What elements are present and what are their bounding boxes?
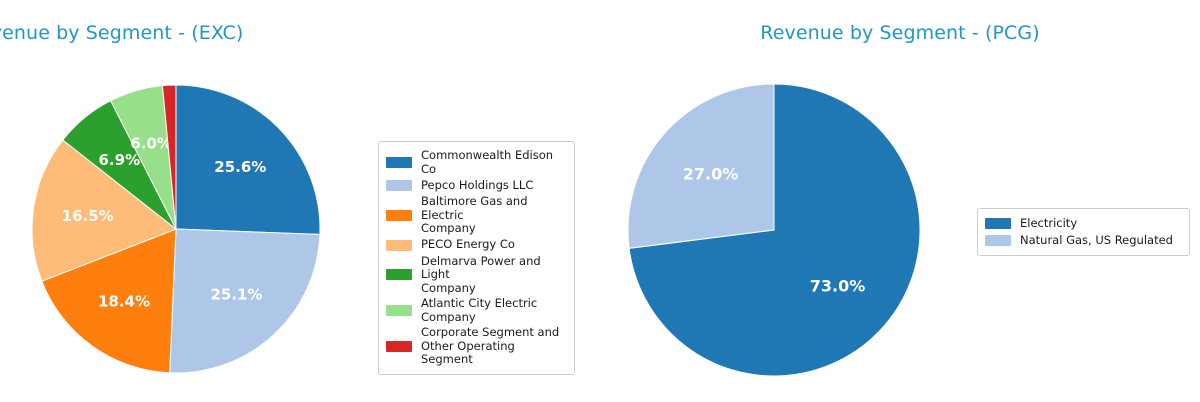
pie-slice: [175, 84, 321, 235]
legend-item-label: Corporate Segment and Other Operating Se…: [421, 325, 560, 366]
pie-slice-percent-label: 6.0%: [130, 134, 172, 152]
legend-item[interactable]: Commonwealth Edison Co: [386, 148, 566, 177]
pie-chart-exc: 25.6% 25.1% 18.4% 16.5% 6.9% 6.0%: [31, 84, 321, 374]
legend-item-label: Atlantic City Electric Company: [421, 296, 538, 324]
chart-panel-pcg: Revenue by Segment - (PCG) 73.0% 27.0% El…: [600, 0, 1200, 402]
pie-svg-exc: 25.6% 25.1% 18.4% 16.5% 6.9%6.0%: [31, 84, 321, 374]
chart-title-exc: Revenue by Segment - (EXC): [0, 22, 244, 44]
legend-item-label: Baltimore Gas and Electric Company: [421, 194, 528, 235]
pie-slice: [161, 84, 177, 230]
legend-item-label: Natural Gas, US Regulated: [1020, 232, 1173, 247]
legend-item[interactable]: Pepco Holdings LLC: [386, 177, 566, 194]
pie-slice-percent-label: 25.1%: [210, 286, 262, 304]
pie-slice-percent-label: 27.0%: [683, 165, 739, 184]
pie-slice: [31, 139, 177, 282]
legend-swatch-icon: [386, 269, 412, 281]
legend-item-label: PECO Energy Co: [421, 237, 515, 252]
legend-item-label: Commonwealth Edison Co: [421, 148, 554, 176]
pie-slice-percent-label: 18.4%: [98, 293, 150, 311]
legend-swatch-icon: [985, 218, 1011, 229]
pie-slice-percent-label: 16.5%: [62, 207, 114, 225]
legend-swatch-icon: [386, 340, 412, 352]
pie-slice: [627, 83, 775, 249]
pie-slice-percent-label: 73.0%: [810, 277, 866, 296]
pie-slice-percent-label: 25.6%: [214, 158, 266, 176]
legend-item-label: Delmarva Power and Light Company: [421, 253, 541, 295]
legend-item[interactable]: Natural Gas, US Regulated: [985, 232, 1181, 249]
legend-swatch-icon: [386, 209, 412, 221]
legend-pcg: Electricity Natural Gas, US Regulated: [977, 208, 1190, 256]
legend-swatch-icon: [386, 239, 412, 251]
legend-swatch-icon: [386, 157, 412, 168]
legend-swatch-icon: [386, 305, 412, 316]
legend-swatch-icon: [386, 180, 412, 191]
legend-item-label: Electricity: [1020, 215, 1078, 230]
legend-item-label: Pepco Holdings LLC: [421, 177, 534, 192]
pie-slice: [41, 228, 177, 374]
legend-item[interactable]: Electricity: [985, 215, 1181, 232]
legend-item[interactable]: Atlantic City Electric Company: [386, 296, 566, 325]
chart-panel-exc: Revenue by Segment - (EXC) 25.6% 25.1% 18.…: [0, 22, 575, 375]
legend-item[interactable]: Corporate Segment and Other Operating Se…: [386, 325, 566, 368]
legend-item[interactable]: Baltimore Gas and Electric Company: [386, 194, 566, 237]
legend-exc: Commonwealth Edison Co Pepco Holdings LLC…: [378, 141, 575, 375]
legend-swatch-icon: [985, 235, 1011, 246]
pie-slice-percent-label: 6.9%: [99, 151, 141, 169]
legend-item[interactable]: Delmarva Power and Light Company: [386, 254, 566, 297]
pie-slice: [628, 83, 921, 377]
pie-chart-pcg: 73.0% 27.0%: [627, 83, 921, 377]
chart-title-pcg: Revenue by Segment - (PCG): [760, 22, 1040, 44]
pie-slice: [169, 228, 321, 374]
pie-svg-pcg: 73.0% 27.0%: [627, 83, 921, 377]
legend-item[interactable]: PECO Energy Co: [386, 237, 566, 254]
